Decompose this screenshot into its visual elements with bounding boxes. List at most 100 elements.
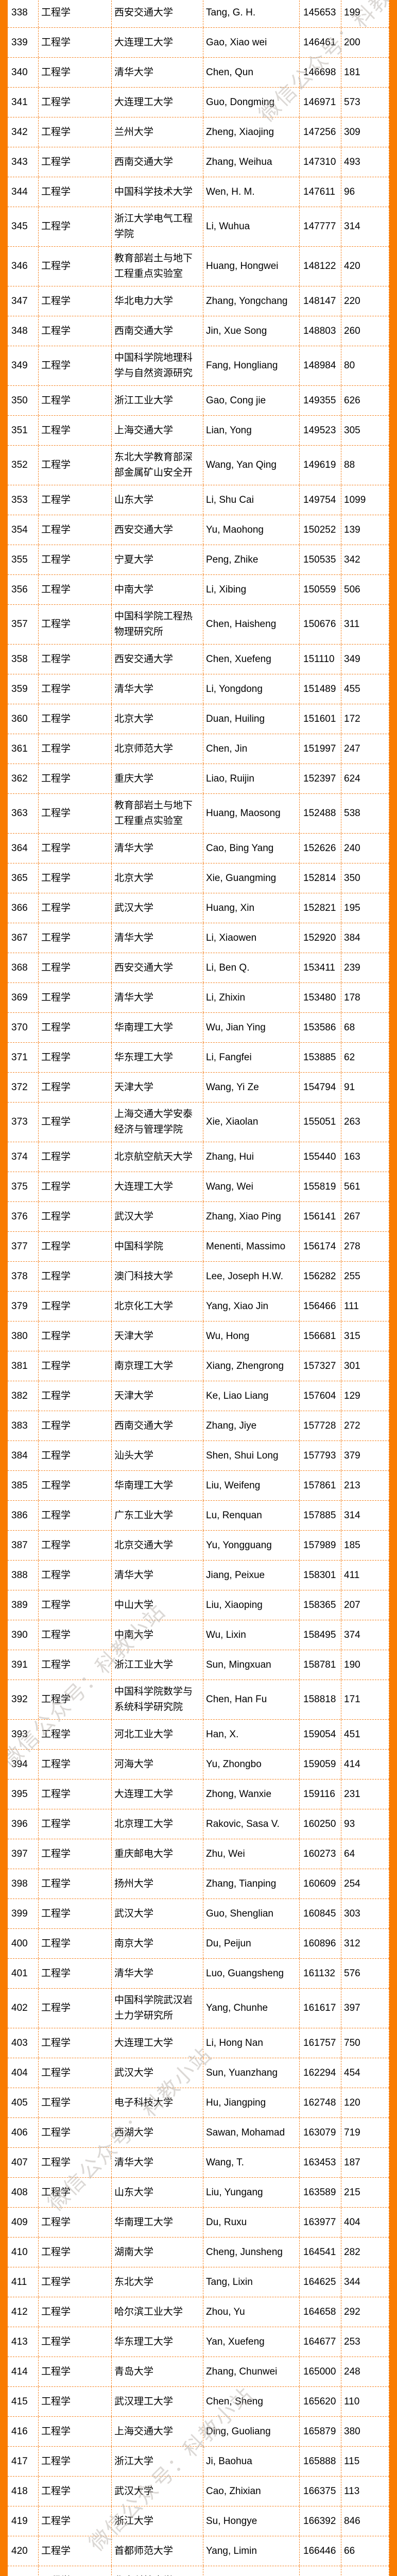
- institution-cell: 武汉大学: [112, 1202, 203, 1231]
- category-cell: 工程学: [39, 1381, 112, 1411]
- institution-cell: 清华大学: [112, 923, 203, 953]
- id-cell: 163453: [300, 2148, 341, 2177]
- author-cell: Wu, Hong: [203, 1321, 300, 1351]
- institution-cell: 南京理工大学: [112, 1351, 203, 1381]
- institution-cell: 山东大学: [112, 485, 203, 515]
- id-cell: 152814: [300, 863, 341, 893]
- category-cell: 工程学: [39, 1321, 112, 1351]
- table-row: 397 工程学 重庆邮电大学 Zhu, Wei 160273 64: [8, 1839, 389, 1869]
- category-cell: 工程学: [39, 893, 112, 923]
- table-row: 339 工程学 大连理工大学 Gao, Xiao wei 146461 200: [8, 28, 389, 58]
- rank-cell: 349: [8, 346, 39, 385]
- table-row: 379 工程学 北京化工大学 Yang, Xiao Jin 156466 111: [8, 1292, 389, 1321]
- author-cell: Li, Fangfei: [203, 1043, 300, 1072]
- rank-cell: 382: [8, 1381, 39, 1411]
- author-cell: Chen, Jin: [203, 734, 300, 764]
- id-cell: 160250: [300, 1809, 341, 1839]
- rank-cell: 381: [8, 1351, 39, 1381]
- rank-cell: 347: [8, 286, 39, 316]
- author-cell: Zhong, Wanxie: [203, 1780, 300, 1809]
- author-cell: Hu, Jiangping: [203, 2088, 300, 2117]
- author-cell: Yang, Limin: [203, 2536, 300, 2566]
- table-row: 391 工程学 浙江工业大学 Sun, Mingxuan 158781 190: [8, 1650, 389, 1680]
- institution-cell: 大连理工大学: [112, 88, 203, 117]
- table-row: 395 工程学 大连理工大学 Zhong, Wanxie 159116 231: [8, 1780, 389, 1809]
- author-cell: Huang, Maosong: [203, 794, 300, 833]
- category-cell: 工程学: [39, 983, 112, 1012]
- count-cell: 350: [341, 863, 389, 893]
- author-cell: Li, Wuhua: [203, 207, 300, 246]
- count-cell: 455: [341, 674, 389, 704]
- table-row: 364 工程学 清华大学 Cao, Bing Yang 152626 240: [8, 834, 389, 863]
- author-cell: Chen, Qun: [203, 58, 300, 87]
- category-cell: 工程学: [39, 674, 112, 704]
- rank-cell: 383: [8, 1411, 39, 1440]
- table-row: 409 工程学 华南理工大学 Du, Ruxu 163977 404: [8, 2208, 389, 2238]
- count-cell: 178: [341, 983, 389, 1012]
- count-cell: 312: [341, 1929, 389, 1958]
- rank-cell: 384: [8, 1441, 39, 1470]
- id-cell: 166392: [300, 2506, 341, 2536]
- category-cell: 工程学: [39, 734, 112, 764]
- category-cell: 工程学: [39, 28, 112, 57]
- institution-cell: 北京大学: [112, 704, 203, 734]
- category-cell: 工程学: [39, 1899, 112, 1928]
- id-cell: 148122: [300, 247, 341, 286]
- id-cell: 149619: [300, 446, 341, 485]
- count-cell: 185: [341, 1531, 389, 1560]
- category-cell: 工程学: [39, 1202, 112, 1231]
- category-cell: 工程学: [39, 177, 112, 207]
- author-cell: Du, Ruxu: [203, 2208, 300, 2237]
- rank-cell: 421: [8, 2566, 39, 2576]
- id-cell: 165000: [300, 2357, 341, 2386]
- count-cell: 111: [341, 1292, 389, 1321]
- category-cell: 工程学: [39, 764, 112, 793]
- author-cell: Shen, Shui Long: [203, 1441, 300, 1470]
- institution-cell: 浙江大学: [112, 2447, 203, 2476]
- table-row: 396 工程学 北京理工大学 Rakovic, Sasa V. 160250 9…: [8, 1809, 389, 1839]
- id-cell: 160273: [300, 1839, 341, 1869]
- id-cell: 149754: [300, 485, 341, 515]
- id-cell: 156681: [300, 1321, 341, 1351]
- institution-cell: 西南交通大学: [112, 1411, 203, 1440]
- institution-cell: 中国科学院武汉岩土力学研究所: [112, 1989, 203, 2028]
- table-row: 412 工程学 哈尔滨工业大学 Zhou, Yu 164658 292: [8, 2297, 389, 2327]
- institution-cell: 武汉大学: [112, 2477, 203, 2506]
- category-cell: 工程学: [39, 834, 112, 863]
- rank-cell: 364: [8, 834, 39, 863]
- category-cell: 工程学: [39, 2387, 112, 2416]
- table-row: 367 工程学 清华大学 Li, Xiaowen 152920 384: [8, 923, 389, 953]
- institution-cell: 清华大学: [112, 1959, 203, 1988]
- author-cell: Chen, Han Fu: [203, 1680, 300, 1719]
- rank-cell: 380: [8, 1321, 39, 1351]
- rank-cell: 362: [8, 764, 39, 793]
- table-row: 398 工程学 扬州大学 Zhang, Tianping 160609 254: [8, 1869, 389, 1899]
- count-cell: 305: [341, 416, 389, 445]
- rank-cell: 398: [8, 1869, 39, 1899]
- rank-cell: 411: [8, 2267, 39, 2297]
- table-row: 352 工程学 东北大学教育部深部金属矿山安全开 Wang, Yan Qing …: [8, 446, 389, 485]
- count-cell: 172: [341, 704, 389, 734]
- rank-cell: 386: [8, 1501, 39, 1530]
- count-cell: 454: [341, 2058, 389, 2088]
- institution-cell: 华北电力大学: [112, 286, 203, 316]
- category-cell: 工程学: [39, 485, 112, 515]
- table-row: 382 工程学 天津大学 Ke, Liao Liang 157604 129: [8, 1381, 389, 1411]
- author-cell: Guo, Dongming: [203, 88, 300, 117]
- category-cell: 工程学: [39, 1013, 112, 1042]
- table-row: 408 工程学 山东大学 Liu, Yungang 163589 215: [8, 2178, 389, 2208]
- category-cell: 工程学: [39, 1989, 112, 2028]
- table-row: 360 工程学 北京大学 Duan, Huiling 151601 172: [8, 704, 389, 734]
- author-cell: Gao, Cong jie: [203, 386, 300, 415]
- author-cell: Xie, Guangming: [203, 863, 300, 893]
- count-cell: 384: [341, 923, 389, 953]
- count-cell: 200: [341, 28, 389, 57]
- category-cell: 工程学: [39, 1172, 112, 1201]
- category-cell: 工程学: [39, 1561, 112, 1590]
- category-cell: 工程学: [39, 207, 112, 246]
- right-edge-bar: [389, 0, 397, 2576]
- count-cell: 260: [341, 316, 389, 346]
- count-cell: 115: [341, 2447, 389, 2476]
- category-cell: 工程学: [39, 58, 112, 87]
- count-cell: 88: [341, 446, 389, 485]
